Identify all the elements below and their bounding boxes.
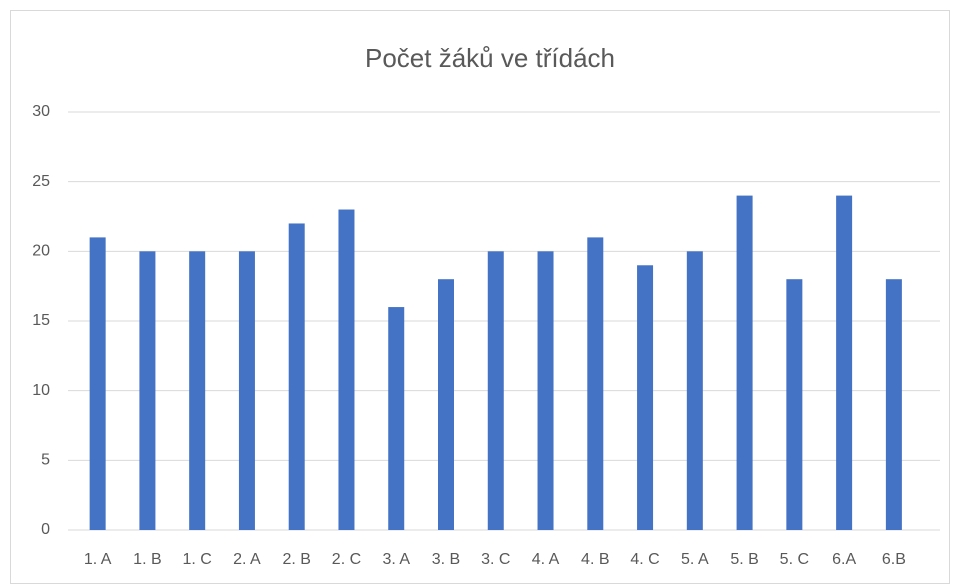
y-tick-label: 30: [32, 103, 50, 120]
x-tick-label: 1. C: [183, 551, 212, 568]
bar: [438, 279, 454, 530]
x-tick-label: 6.B: [882, 551, 906, 568]
x-tick-label: 3. C: [481, 551, 510, 568]
x-tick-label: 6.A: [832, 551, 856, 568]
bar: [89, 237, 106, 530]
x-tick-label: 4. B: [581, 551, 609, 568]
x-tick-label: 4. A: [532, 551, 560, 568]
x-tick-label: 3. B: [432, 551, 460, 568]
bar: [736, 195, 753, 530]
x-tick-label: 4. C: [630, 551, 659, 568]
x-tick-label: 3. A: [382, 551, 410, 568]
bar: [885, 279, 902, 530]
x-tick-label: 2. A: [233, 551, 261, 568]
y-tick-label: 20: [32, 243, 50, 260]
bar: [786, 279, 803, 530]
y-tick-label: 5: [41, 452, 50, 469]
bar: [836, 195, 853, 530]
bar: [139, 251, 156, 531]
x-tick-label: 1. B: [133, 551, 161, 568]
y-tick-label: 10: [32, 382, 50, 399]
bar: [189, 251, 206, 531]
x-tick-label: 5. C: [780, 551, 809, 568]
bar: [238, 251, 255, 531]
bar: [686, 251, 703, 531]
y-tick-label: 15: [32, 312, 50, 329]
x-tick-label: 2. C: [332, 551, 361, 568]
bar: [587, 237, 604, 530]
x-tick-label: 5. B: [730, 551, 758, 568]
bar: [487, 251, 504, 531]
bar: [637, 265, 654, 530]
chart-title: Počet žáků ve třídách: [365, 43, 615, 73]
y-tick-label: 0: [41, 521, 50, 538]
bar: [388, 307, 405, 530]
x-tick-label: 5. A: [681, 551, 709, 568]
x-tick-label: 1. A: [84, 551, 112, 568]
bar: [288, 223, 305, 530]
y-tick-label: 25: [32, 173, 50, 190]
bar: [537, 251, 554, 531]
x-tick-label: 2. B: [282, 551, 310, 568]
bar: [338, 209, 355, 531]
